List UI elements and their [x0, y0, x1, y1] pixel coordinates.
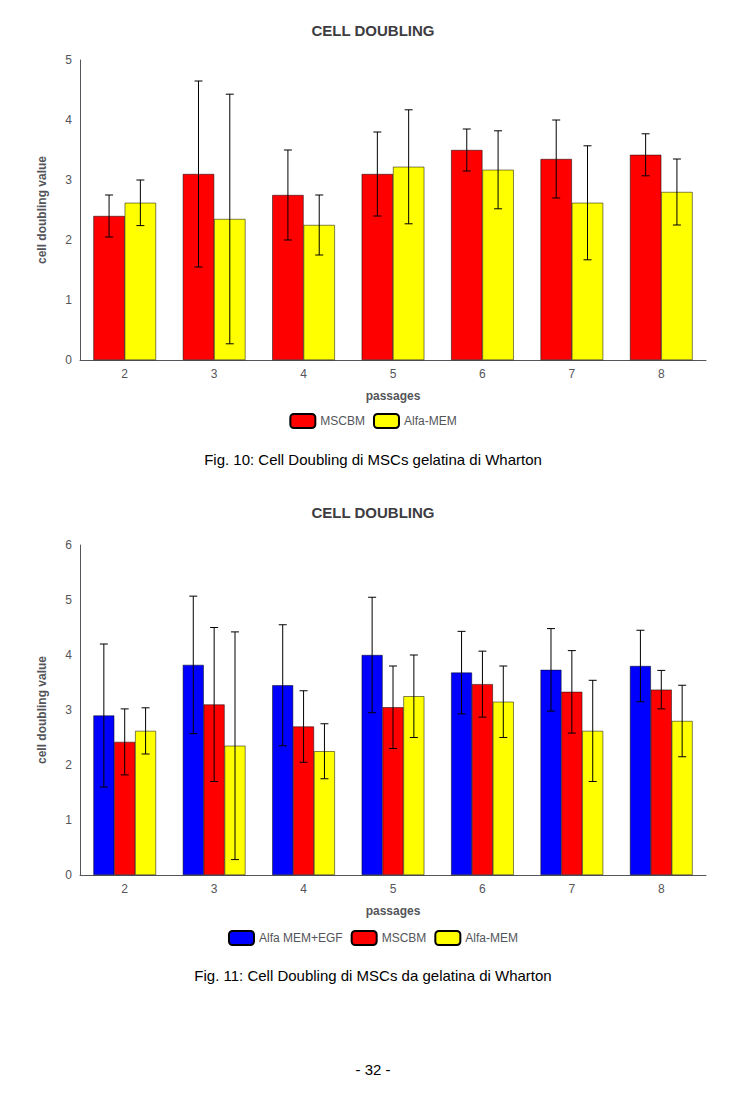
svg-text:7: 7 — [569, 367, 576, 381]
svg-text:Alfa-MEM: Alfa-MEM — [404, 414, 457, 428]
svg-text:CELL DOUBLING: CELL DOUBLING — [311, 504, 434, 521]
svg-text:5: 5 — [65, 593, 72, 607]
svg-text:6: 6 — [479, 367, 486, 381]
svg-text:4: 4 — [65, 113, 72, 127]
svg-text:passages: passages — [366, 389, 421, 403]
svg-text:5: 5 — [65, 53, 72, 67]
svg-text:6: 6 — [479, 882, 486, 896]
svg-text:Alfa MEM+EGF: Alfa MEM+EGF — [259, 931, 343, 945]
svg-text:6: 6 — [65, 538, 72, 552]
svg-text:2: 2 — [65, 233, 72, 247]
svg-text:2: 2 — [121, 367, 128, 381]
svg-text:MSCBM: MSCBM — [320, 414, 365, 428]
svg-text:4: 4 — [300, 367, 307, 381]
svg-text:4: 4 — [300, 882, 307, 896]
svg-text:0: 0 — [65, 868, 72, 882]
svg-text:2: 2 — [121, 882, 128, 896]
svg-text:3: 3 — [65, 173, 72, 187]
svg-text:Alfa-MEM: Alfa-MEM — [465, 931, 518, 945]
svg-text:5: 5 — [390, 882, 397, 896]
svg-text:5: 5 — [390, 367, 397, 381]
svg-text:Fig. 10: Cell Doubling di MSCs: Fig. 10: Cell Doubling di MSCs gelatina … — [204, 451, 542, 468]
svg-text:8: 8 — [658, 367, 665, 381]
svg-text:3: 3 — [211, 882, 218, 896]
svg-text:cell doubling value: cell doubling value — [35, 656, 49, 764]
svg-text:7: 7 — [569, 882, 576, 896]
svg-text:1: 1 — [65, 293, 72, 307]
svg-text:2: 2 — [65, 758, 72, 772]
svg-text:Fig. 11: Cell Doubling di MSCs: Fig. 11: Cell Doubling di MSCs da gelati… — [194, 967, 551, 984]
svg-text:0: 0 — [65, 353, 72, 367]
svg-text:3: 3 — [211, 367, 218, 381]
svg-text:3: 3 — [65, 703, 72, 717]
svg-text:4: 4 — [65, 648, 72, 662]
svg-text:1: 1 — [65, 813, 72, 827]
svg-text:cell doubling value: cell doubling value — [35, 156, 49, 264]
svg-text:- 32 -: - 32 - — [355, 1061, 390, 1078]
svg-text:passages: passages — [366, 904, 421, 918]
svg-text:CELL DOUBLING: CELL DOUBLING — [311, 22, 434, 39]
svg-text:MSCBM: MSCBM — [382, 931, 427, 945]
svg-text:8: 8 — [658, 882, 665, 896]
